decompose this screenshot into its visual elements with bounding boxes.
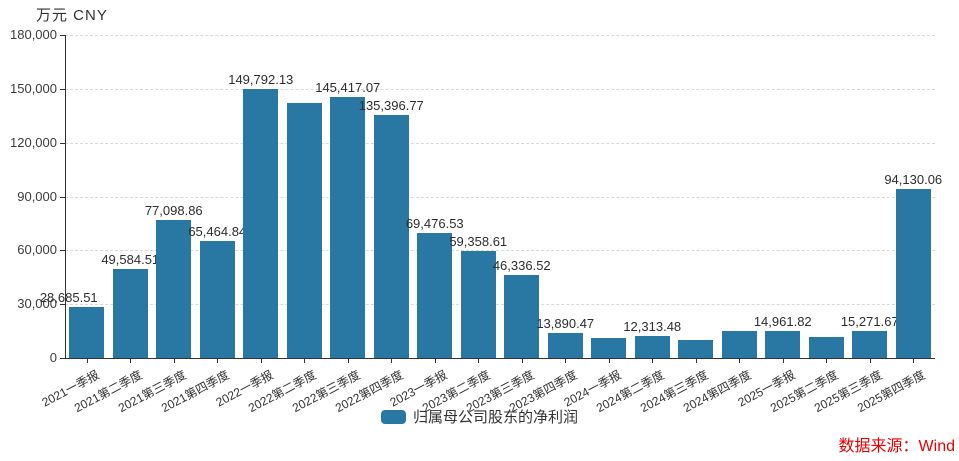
- y-axis-line: [65, 35, 66, 358]
- x-axis-tick: [347, 358, 349, 363]
- legend-label: 归属母公司股东的净利润: [412, 409, 578, 426]
- x-axis-tick: [695, 358, 697, 363]
- x-axis-tick: [434, 358, 436, 363]
- bar-value-label: 13,890.47: [536, 316, 595, 332]
- x-axis-tick: [391, 358, 393, 363]
- gridline: [65, 304, 935, 306]
- y-axis-tick: [60, 142, 65, 144]
- bar-value-label: 149,792.13: [228, 72, 294, 88]
- gridline: [65, 142, 935, 144]
- x-axis-tick: [565, 358, 567, 363]
- bar-value-label: 69,476.53: [405, 216, 464, 232]
- bar-value-label: 77,098.86: [144, 202, 203, 218]
- y-tick-label: 60,000: [17, 242, 57, 258]
- x-axis-tick: [86, 358, 88, 363]
- bar-value-label: 14,961.82: [753, 314, 812, 330]
- bar[interactable]: [417, 233, 453, 358]
- x-axis-tick: [260, 358, 262, 363]
- bar[interactable]: [591, 337, 627, 358]
- y-tick-label: 30,000: [17, 296, 57, 312]
- x-axis-tick: [478, 358, 480, 363]
- bar[interactable]: [895, 189, 931, 358]
- x-axis-tick: [826, 358, 828, 363]
- bar[interactable]: [373, 115, 409, 358]
- bar[interactable]: [330, 97, 366, 358]
- y-tick-label: 90,000: [17, 188, 57, 204]
- y-axis-tick: [60, 35, 65, 36]
- legend[interactable]: 归属母公司股东的净利润: [0, 406, 959, 427]
- legend-swatch: [380, 409, 406, 424]
- x-axis-tick: [739, 358, 741, 363]
- y-tick-label: 150,000: [10, 80, 57, 96]
- bar-value-label: 135,396.77: [358, 98, 424, 114]
- y-axis-tick: [60, 304, 65, 306]
- bar[interactable]: [504, 274, 540, 358]
- y-axis-tick: [60, 358, 65, 359]
- bar[interactable]: [547, 333, 583, 358]
- y-axis-tick: [60, 196, 65, 198]
- y-tick-label: 0: [49, 350, 57, 365]
- bar[interactable]: [721, 330, 757, 358]
- gridline: [65, 250, 935, 252]
- y-tick-label: 180,000: [10, 27, 57, 42]
- y-axis-tick: [60, 88, 65, 90]
- bar[interactable]: [460, 251, 496, 358]
- data-source-note: 数据来源：Wind: [838, 438, 955, 455]
- x-axis-tick: [130, 358, 132, 363]
- y-tick-label: 120,000: [10, 134, 57, 150]
- gridline: [65, 35, 935, 36]
- x-axis-tick: [913, 358, 915, 363]
- bar-value-label: 145,417.07: [315, 80, 381, 96]
- bar[interactable]: [112, 269, 148, 358]
- x-axis-tick: [304, 358, 306, 363]
- bar[interactable]: [243, 89, 279, 358]
- y-axis-tick: [60, 250, 65, 252]
- bar-value-label: 28,685.51: [39, 289, 98, 305]
- x-axis-tick: [652, 358, 654, 363]
- bar-value-label: 12,313.48: [623, 318, 682, 334]
- gridline: [65, 196, 935, 198]
- x-axis-tick: [782, 358, 784, 363]
- x-axis-tick: [521, 358, 523, 363]
- bar[interactable]: [286, 103, 322, 358]
- bar[interactable]: [199, 240, 235, 358]
- bar-value-label: 94,130.06: [884, 172, 943, 188]
- bar[interactable]: [808, 336, 844, 358]
- x-axis-tick: [869, 358, 871, 363]
- bar-value-label: 15,271.67: [840, 313, 899, 329]
- bar[interactable]: [634, 335, 670, 358]
- x-axis-tick: [608, 358, 610, 363]
- bar[interactable]: [852, 330, 888, 358]
- bar-value-label: 65,464.84: [188, 223, 247, 239]
- bar-value-label: 46,336.52: [492, 257, 551, 273]
- bar-value-label: 59,358.61: [449, 234, 508, 250]
- gridline: [65, 88, 935, 90]
- bar[interactable]: [69, 306, 105, 358]
- x-axis-tick: [173, 358, 175, 363]
- bar-value-label: 49,584.51: [101, 252, 160, 268]
- x-axis-line: [65, 358, 935, 359]
- bar[interactable]: [765, 331, 801, 358]
- bar[interactable]: [678, 339, 714, 358]
- x-axis-tick: [217, 358, 219, 363]
- bar[interactable]: [156, 219, 192, 358]
- y-axis-unit-label: 万元 CNY: [36, 7, 108, 24]
